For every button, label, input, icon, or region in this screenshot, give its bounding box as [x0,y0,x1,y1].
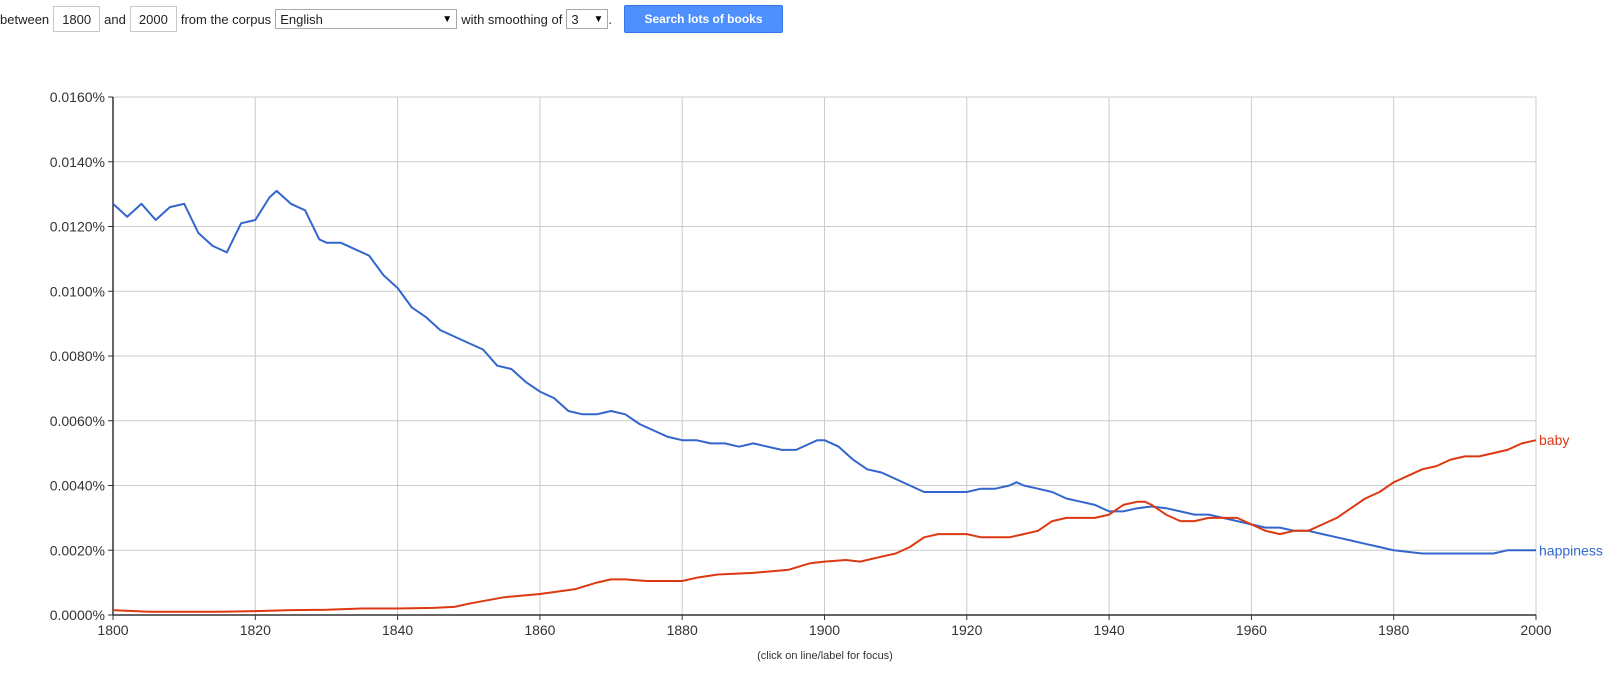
chart-axes: 0.0000% 0.0020% 0.0040% 0.0060% 0.0080% 0.010… [50,89,1552,638]
y-tick-label: 0.0120% [50,219,105,235]
start-year-input[interactable]: 1800 [53,6,101,32]
chevron-down-icon: ▼ [593,13,604,25]
smoothing-select-value: 3 [571,11,579,27]
y-tick-label: 0.0140% [50,154,105,170]
chart-footnote: (click on line/label for focus) [757,650,893,662]
smoothing-select[interactable]: 3 ▼ [566,9,609,29]
x-tick-label: 1880 [667,622,698,638]
query-controls: between 1800 and 2000 from the corpus En… [0,4,783,34]
series-line-baby[interactable] [112,439,1537,613]
and-label: and [104,11,126,27]
end-year-input[interactable]: 2000 [129,6,177,32]
corpus-label: from the corpus [180,11,272,27]
series-line-happiness[interactable] [112,189,1536,555]
y-tick-label: 0.0060% [50,413,105,429]
between-label: between [0,11,50,27]
x-tick-label: 1940 [1094,622,1125,638]
chart-grid [112,96,1537,616]
x-tick-label: 1860 [524,622,555,638]
y-tick-label: 0.0100% [50,283,105,299]
y-tick-label: 0.0080% [50,348,105,364]
x-tick-label: 1900 [809,622,840,638]
series-label-baby[interactable]: baby [1539,432,1569,448]
x-tick-label: 1980 [1378,622,1409,638]
corpus-select-value: English [280,11,323,27]
y-tick-label: 0.0160% [50,89,105,105]
x-tick-label: 1960 [1236,622,1267,638]
x-tick-label: 2000 [1520,622,1551,638]
x-tick-label: 1820 [240,622,271,638]
x-tick-label: 1920 [951,622,982,638]
y-tick-label: 0.0000% [50,607,105,623]
x-tick-label: 1840 [382,622,413,638]
y-tick-label: 0.0020% [50,542,105,558]
corpus-select[interactable]: English ▼ [275,9,458,29]
chart-labels[interactable]: happiness baby [1539,432,1603,558]
x-tick-label: 1800 [97,622,128,638]
y-tick-label: 0.0040% [50,478,105,494]
search-button[interactable]: Search lots of books [623,5,783,33]
chevron-down-icon: ▼ [442,13,453,25]
smoothing-label: with smoothing of [461,11,563,27]
series-label-happiness[interactable]: happiness [1539,542,1603,558]
period-text: . [608,11,612,27]
chart-series[interactable] [112,189,1537,613]
